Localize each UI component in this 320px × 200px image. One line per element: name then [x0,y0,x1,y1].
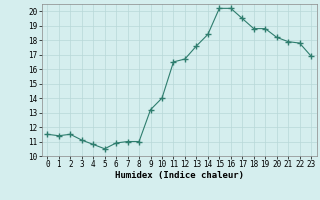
X-axis label: Humidex (Indice chaleur): Humidex (Indice chaleur) [115,171,244,180]
